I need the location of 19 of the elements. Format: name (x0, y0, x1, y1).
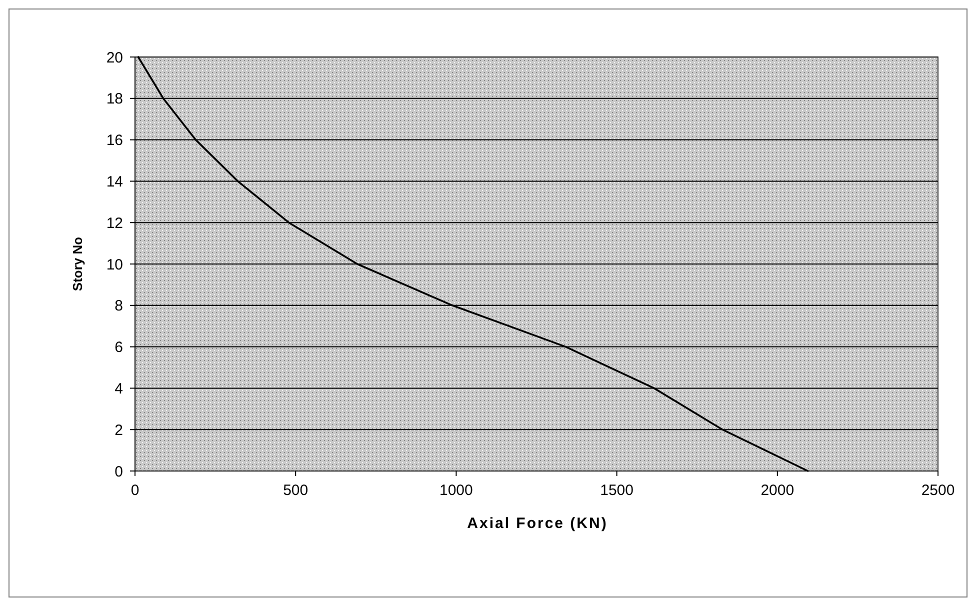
y-tick-label: 2 (114, 422, 123, 439)
y-tick-label: 4 (114, 380, 123, 398)
x-tick-label: 2500 (921, 482, 955, 499)
x-tick-label: 0 (130, 482, 140, 499)
y-tick-label: 8 (114, 298, 123, 315)
x-tick-label: 1000 (440, 482, 473, 499)
x-axis-title: Axial Force (KN) (467, 515, 608, 532)
y-axis-title: Story No (70, 236, 85, 292)
x-tick-label: 500 (283, 482, 308, 499)
y-tick-label: 10 (106, 256, 123, 274)
y-tick-label: 0 (114, 463, 123, 480)
y-tick-label: 6 (114, 339, 123, 356)
x-tick-label: 1500 (600, 482, 634, 499)
y-tick-label: 12 (106, 214, 123, 232)
y-tick-label: 20 (106, 49, 123, 66)
y-tick-label: 14 (106, 173, 123, 190)
y-tick-label: 18 (106, 90, 123, 108)
y-tick-label: 16 (106, 132, 123, 150)
x-tick-label: 2000 (760, 482, 794, 499)
